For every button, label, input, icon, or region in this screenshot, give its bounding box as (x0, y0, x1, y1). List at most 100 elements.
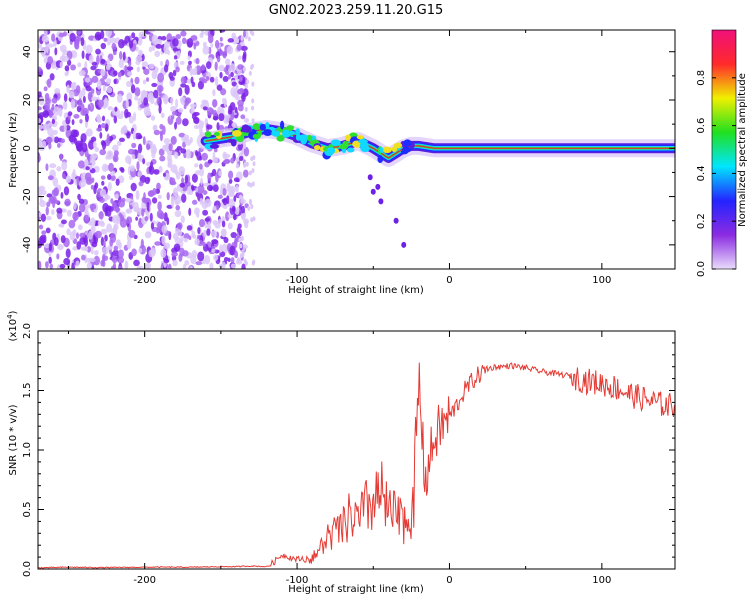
noise-dot (115, 215, 121, 225)
noise-dot (100, 175, 106, 180)
noise-dot (86, 262, 93, 269)
noise-dot (130, 182, 137, 192)
noise-dot (101, 180, 105, 186)
noise-dot (115, 205, 120, 213)
noise-dot (76, 145, 83, 152)
noise-dot (243, 146, 250, 157)
noise-dot (102, 240, 106, 247)
noise-dot (52, 106, 61, 116)
noise-dot (94, 31, 102, 41)
noise-dot (212, 156, 219, 164)
noise-dot (89, 203, 97, 210)
noise-dot (248, 70, 252, 76)
noise-dot (169, 180, 177, 186)
x-tick-label: -200 (133, 275, 156, 286)
noise-dot (49, 73, 55, 81)
noise-dot (193, 42, 197, 50)
noise-dot (79, 232, 86, 238)
noise-dot (90, 88, 95, 94)
noise-dot (62, 173, 66, 179)
noise-dot (151, 82, 158, 88)
noise-dot (104, 97, 109, 106)
noise-dot (240, 205, 246, 215)
noise-dot (157, 194, 162, 199)
noise-dot (225, 211, 230, 222)
noise-dot (203, 182, 209, 187)
track-blob (375, 183, 381, 190)
noise-dot (67, 59, 72, 66)
noise-dot (240, 114, 246, 120)
noise-dot (111, 201, 117, 209)
noise-dot (137, 134, 143, 140)
noise-dot (47, 127, 54, 137)
noise-dot (81, 87, 86, 97)
noise-dot (166, 217, 170, 226)
noise-dot (189, 190, 194, 196)
noise-dot (68, 134, 76, 143)
noise-dot (237, 64, 244, 70)
noise-dot (141, 61, 149, 68)
noise-dot (151, 70, 158, 80)
noise-dot (62, 55, 69, 62)
noise-dot (53, 136, 60, 144)
noise-dot (142, 79, 147, 85)
noise-dot (178, 132, 186, 138)
noise-dot (204, 254, 211, 265)
noise-dot (201, 99, 209, 105)
noise-dot (190, 76, 194, 84)
noise-dot (94, 230, 102, 239)
noise-dot (42, 123, 50, 131)
noise-dot (237, 88, 245, 95)
track-blob (382, 146, 392, 154)
noise-dot (88, 257, 96, 263)
noise-dot (201, 79, 208, 84)
noise-dot (99, 197, 105, 203)
noise-dot (242, 169, 249, 178)
noise-dot (78, 180, 86, 188)
noise-dot (79, 236, 86, 245)
noise-dot (125, 111, 132, 118)
noise-dot (45, 163, 49, 171)
noise-dot (154, 50, 161, 58)
noise-dot (152, 188, 157, 196)
noise-dot (142, 136, 146, 146)
noise-dot (228, 73, 231, 80)
spectrogram-frame (37, 29, 676, 270)
noise-dot (128, 40, 134, 49)
y-tick-label: 20 (22, 94, 33, 107)
noise-dot (110, 198, 114, 204)
noise-dot (197, 184, 205, 194)
noise-dot (252, 259, 256, 265)
noise-dot (148, 165, 153, 172)
noise-dot (65, 175, 72, 184)
noise-dot (77, 62, 82, 68)
track-blob (338, 144, 347, 150)
noise-dot (38, 224, 44, 230)
noise-dot (128, 229, 136, 238)
noise-dot (167, 263, 172, 269)
noise-dot (221, 220, 226, 228)
noise-dot (178, 87, 183, 97)
track-blob (286, 125, 295, 130)
noise-dot (172, 259, 178, 267)
noise-dot (38, 260, 42, 269)
noise-dot (84, 246, 89, 252)
noise-dot (73, 202, 77, 210)
noise-dot (240, 35, 244, 41)
noise-dot (171, 251, 178, 257)
track-blob (400, 149, 409, 155)
noise-dot (77, 160, 86, 169)
noise-dot (94, 182, 99, 190)
noise-dot (94, 147, 99, 153)
noise-dot (111, 255, 118, 264)
noise-dot (52, 129, 58, 136)
noise-dot (199, 197, 204, 205)
noise-dot (132, 130, 136, 141)
noise-dot (41, 35, 49, 43)
noise-dot (117, 249, 124, 259)
noise-dot (100, 42, 107, 50)
noise-dot (78, 198, 85, 205)
noise-dot (248, 170, 252, 176)
noise-dot (135, 46, 139, 52)
